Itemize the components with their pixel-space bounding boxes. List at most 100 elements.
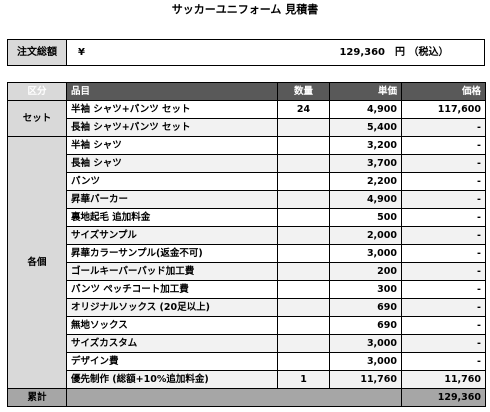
price-cell: 11,760	[401, 370, 486, 389]
qty-cell[interactable]	[277, 226, 330, 245]
qty-cell[interactable]	[277, 172, 330, 191]
subtotal-amount: 129,360	[401, 388, 486, 407]
price-cell: -	[401, 334, 486, 353]
table-row: パンツ ペッチコート加工費 300-	[8, 280, 486, 299]
unit-price-cell: 3,000	[329, 352, 402, 371]
unit-price-cell: 690	[329, 316, 402, 335]
qty-cell[interactable]	[277, 190, 330, 209]
item-cell: パンツ	[66, 172, 278, 191]
item-cell: 昇華カラーサンプル(返金不可)	[66, 244, 278, 263]
header-price: 価格	[401, 82, 486, 101]
price-cell: -	[401, 352, 486, 371]
table-row: パンツ 2,200-	[8, 172, 486, 191]
order-total-amount: 129,360	[339, 47, 385, 58]
qty-cell[interactable]	[277, 136, 330, 155]
category-cell: セット	[7, 100, 67, 137]
item-cell: 半袖 シャツ	[66, 136, 278, 155]
item-cell: サイズカスタム	[66, 334, 278, 353]
unit-price-cell: 4,900	[329, 190, 402, 209]
price-cell: -	[401, 280, 486, 299]
subtotal-label: 累計	[7, 388, 67, 407]
unit-price-cell: 4,900	[329, 100, 402, 119]
qty-cell[interactable]	[277, 280, 330, 299]
table-row: 各個 半袖 シャツ 3,200-	[7, 136, 486, 389]
table-body: セット 半袖 シャツ+パンツ セット 24 4,900 117,600 長袖 シャツ+パン…	[7, 100, 486, 407]
price-cell: -	[401, 226, 486, 245]
price-cell: -	[401, 136, 486, 155]
table-row: 無地ソックス 690-	[8, 316, 486, 335]
category-cell: 各個	[7, 136, 67, 389]
qty-cell[interactable]	[277, 208, 330, 227]
qty-cell[interactable]	[277, 352, 330, 371]
qty-cell[interactable]	[277, 316, 330, 335]
qty-cell[interactable]	[277, 334, 330, 353]
item-cell: 長袖 シャツ	[66, 154, 278, 173]
item-cell: 半袖 シャツ+パンツ セット	[66, 100, 278, 119]
unit-price-cell: 300	[329, 280, 402, 299]
price-cell: -	[401, 118, 486, 137]
qty-cell[interactable]: 24	[277, 100, 330, 119]
price-cell: -	[401, 262, 486, 281]
item-cell: デザイン費	[66, 352, 278, 371]
unit-price-cell: 3,000	[329, 244, 402, 263]
subtotal-row: 累計 129,360	[7, 388, 486, 407]
table-row: 長袖 シャツ+パンツ セット 5,400-	[8, 118, 486, 137]
header-category: 区分	[7, 82, 67, 101]
table-row: デザイン費 3,000-	[8, 352, 486, 371]
item-cell: サイズサンプル	[66, 226, 278, 245]
unit-price-cell: 5,400	[329, 118, 402, 137]
table-row: セット 半袖 シャツ+パンツ セット 24 4,900 117,600	[7, 100, 486, 137]
order-total-unit: 円 （税込）	[395, 47, 449, 58]
item-cell: 裏地起毛 追加料金	[66, 208, 278, 227]
item-cell: 昇華パーカー	[66, 190, 278, 209]
quote-table: 区分 品目 数量 単価 価格 セット 半袖 シャツ+パンツ セット 24 4,900 1…	[7, 82, 486, 407]
item-cell: パンツ ペッチコート加工費	[66, 280, 278, 299]
item-cell: 優先制作 (総額+10%追加料金)	[66, 370, 278, 389]
unit-price-cell: 200	[329, 262, 402, 281]
price-cell: -	[401, 190, 486, 209]
qty-cell[interactable]: 1	[277, 370, 330, 389]
table-row: サイズカスタム 3,000-	[8, 334, 486, 353]
qty-cell[interactable]	[277, 244, 330, 263]
item-cell: 長袖 シャツ+パンツ セット	[66, 118, 278, 137]
unit-price-cell: 3,700	[329, 154, 402, 173]
table-header-row: 区分 品目 数量 単価 価格	[7, 82, 486, 101]
price-cell: -	[401, 154, 486, 173]
currency-symbol: ¥	[78, 47, 85, 58]
price-cell: -	[401, 172, 486, 191]
qty-cell[interactable]	[277, 262, 330, 281]
unit-price-cell: 500	[329, 208, 402, 227]
unit-price-cell: 2,000	[329, 226, 402, 245]
unit-price-cell: 11,760	[329, 370, 402, 389]
header-unit-price: 単価	[329, 82, 402, 101]
header-item: 品目	[66, 82, 278, 101]
header-qty: 数量	[277, 82, 330, 101]
unit-price-cell: 3,200	[329, 136, 402, 155]
item-cell: ゴールキーパーパッド加工費	[66, 262, 278, 281]
table-row: 昇華カラーサンプル(返金不可) 3,000-	[8, 244, 486, 263]
qty-cell[interactable]	[277, 298, 330, 317]
table-row: 長袖 シャツ 3,700-	[8, 154, 486, 173]
document-title: サッカーユニフォーム 見積書	[171, 3, 319, 16]
qty-cell[interactable]	[277, 118, 330, 137]
price-cell: 117,600	[401, 100, 486, 119]
price-cell: -	[401, 316, 486, 335]
order-total-box: 注文総額 ¥ 129,360 円 （税込）	[7, 39, 485, 66]
table-row: ゴールキーパーパッド加工費 200-	[8, 262, 486, 281]
price-cell: -	[401, 298, 486, 317]
table-row: 裏地起毛 追加料金 500-	[8, 208, 486, 227]
price-cell: -	[401, 244, 486, 263]
price-cell: -	[401, 208, 486, 227]
item-cell: オリジナルソックス (20足以上)	[66, 298, 278, 317]
order-total-label: 注文総額	[8, 40, 67, 65]
table-row: サイズサンプル 2,000-	[8, 226, 486, 245]
table-row: オリジナルソックス (20足以上) 690-	[8, 298, 486, 317]
subtotal-filler	[66, 388, 402, 407]
item-cell: 無地ソックス	[66, 316, 278, 335]
qty-cell[interactable]	[277, 154, 330, 173]
table-row: 優先制作 (総額+10%追加料金) 1 11,760 11,760	[8, 370, 486, 389]
unit-price-cell: 3,000	[329, 334, 402, 353]
table-row: 昇華パーカー 4,900-	[8, 190, 486, 209]
unit-price-cell: 690	[329, 298, 402, 317]
unit-price-cell: 2,200	[329, 172, 402, 191]
